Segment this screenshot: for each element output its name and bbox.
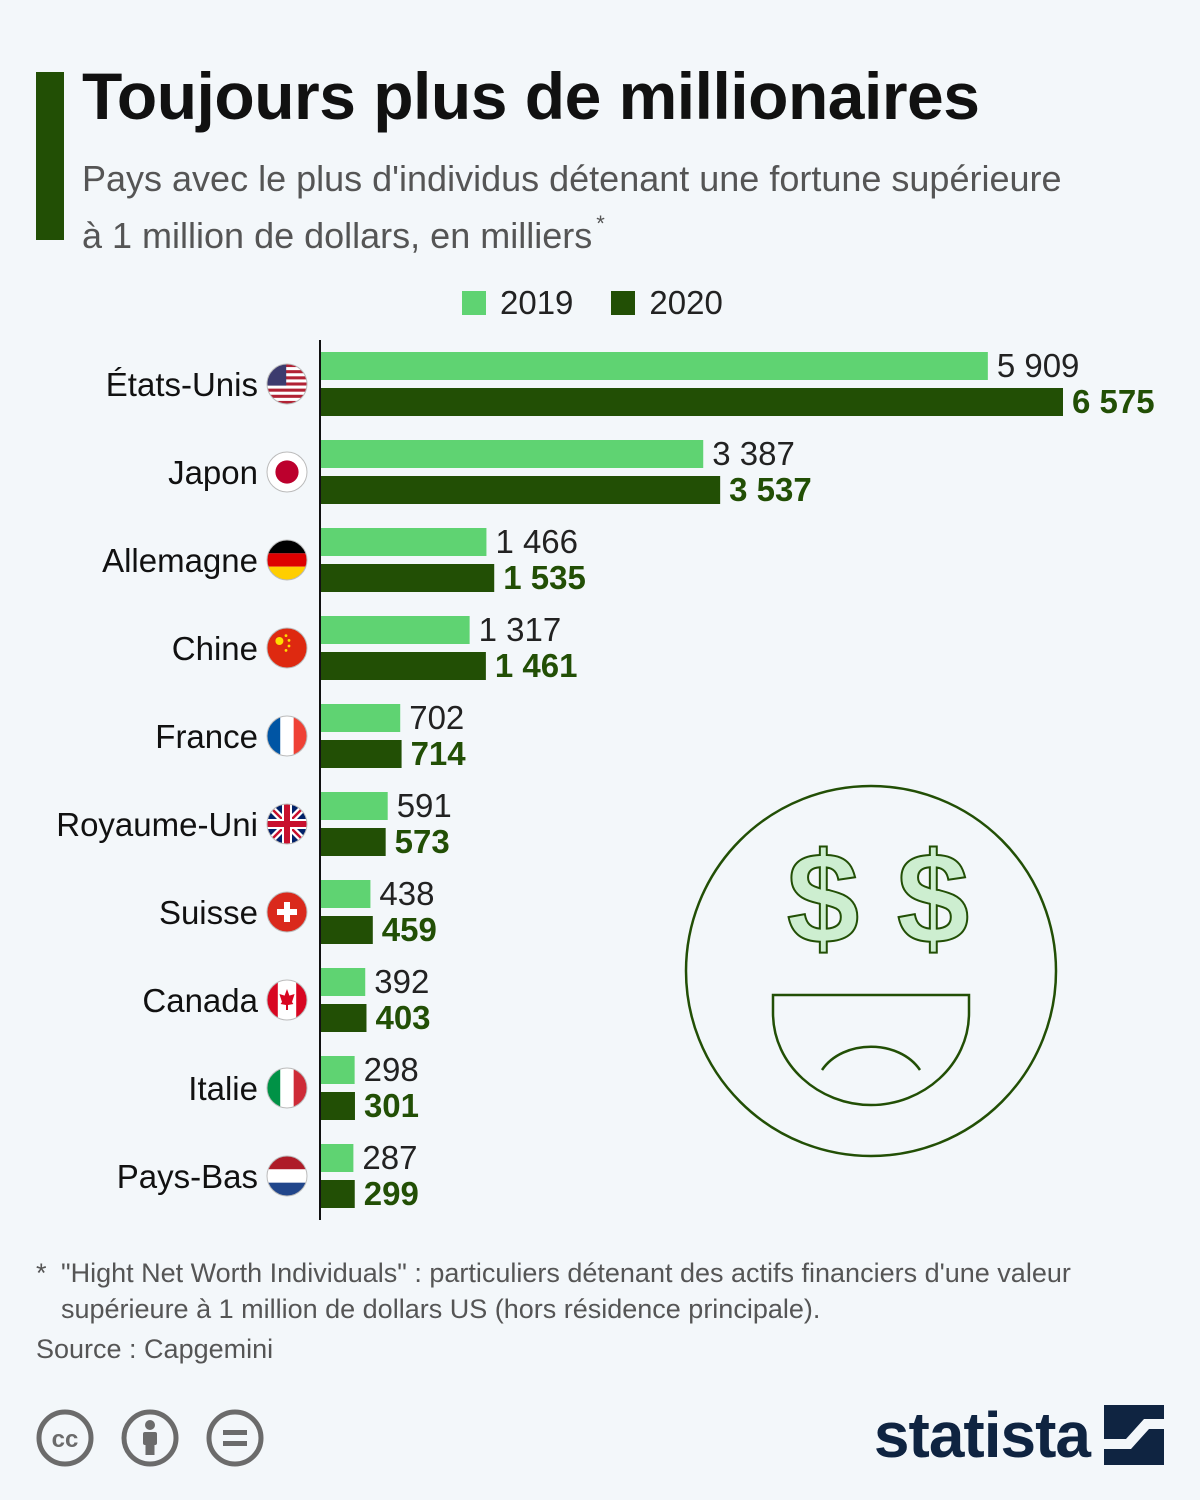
value-label-2019-row-8: 298 xyxy=(364,1051,419,1088)
by-icon[interactable] xyxy=(121,1409,179,1467)
nd-icon[interactable] xyxy=(206,1409,264,1467)
title-accent-bar xyxy=(36,72,64,240)
legend-item-2019: 2019 xyxy=(462,284,573,322)
value-label-2019-row-5: 591 xyxy=(397,787,452,824)
bar-2020-row-7 xyxy=(321,1004,367,1032)
category-label-row-5: Royaume-Uni xyxy=(56,806,258,843)
category-label-row-2: Allemagne xyxy=(102,542,258,579)
value-label-2019-row-3: 1 317 xyxy=(479,611,562,648)
legend: 2019 2020 xyxy=(462,284,723,322)
statista-logo[interactable]: statista xyxy=(874,1398,1164,1472)
category-label-row-0: États-Unis xyxy=(106,366,258,403)
value-label-2019-row-9: 287 xyxy=(362,1139,417,1176)
svg-text:cc: cc xyxy=(52,1426,79,1453)
bar-2020-row-4 xyxy=(321,740,402,768)
value-label-2020-row-2: 1 535 xyxy=(503,559,586,596)
italy-flag-icon xyxy=(266,1067,308,1109)
legend-label-2019: 2019 xyxy=(500,284,574,321)
legend-swatch-2020 xyxy=(611,291,636,315)
uk-flag-icon xyxy=(266,803,308,845)
value-label-2020-row-9: 299 xyxy=(364,1175,419,1212)
value-label-2019-row-4: 702 xyxy=(409,699,464,736)
dollar-eye-right: $ xyxy=(897,825,969,971)
chart-title: Toujours plus de millionaires xyxy=(82,59,980,133)
value-label-2020-row-7: 403 xyxy=(375,999,430,1036)
value-label-2020-row-6: 459 xyxy=(382,911,437,948)
germany-flag-icon xyxy=(266,539,308,581)
legend-item-2020: 2020 xyxy=(611,284,723,322)
value-label-2019-row-7: 392 xyxy=(374,963,429,1000)
us-flag-icon xyxy=(266,363,308,405)
statista-wordmark: statista xyxy=(873,1399,1091,1471)
license-icons: cc xyxy=(36,1409,264,1467)
bar-2020-row-9 xyxy=(321,1180,355,1208)
canada-flag-icon xyxy=(266,979,308,1021)
bar-2019-row-4 xyxy=(321,704,401,732)
subtitle-footnote-marker: * xyxy=(596,211,605,236)
value-label-2019-row-6: 438 xyxy=(379,875,434,912)
category-label-row-1: Japon xyxy=(168,454,258,491)
bar-2020-row-5 xyxy=(321,828,386,856)
value-label-2019-row-1: 3 387 xyxy=(712,435,795,472)
bar-2019-row-2 xyxy=(321,528,487,556)
france-flag-icon xyxy=(266,715,308,757)
value-label-2019-row-2: 1 466 xyxy=(495,523,578,560)
value-label-2020-row-4: 714 xyxy=(411,735,467,772)
bar-2020-row-1 xyxy=(321,476,721,504)
bar-2020-row-2 xyxy=(321,564,495,592)
netherlands-flag-icon xyxy=(266,1155,308,1197)
bar-2019-row-8 xyxy=(321,1056,355,1084)
bar-2019-row-0 xyxy=(321,352,988,380)
bar-2020-row-6 xyxy=(321,916,373,944)
legend-label-2020: 2020 xyxy=(649,284,723,321)
footnote: * "Hight Net Worth Individuals" : partic… xyxy=(36,1255,1166,1327)
dollar-eye-left: $ xyxy=(787,825,859,971)
bar-2019-row-6 xyxy=(321,880,371,908)
value-label-2020-row-3: 1 461 xyxy=(495,647,578,684)
source-note: Source : Capgemini xyxy=(36,1334,274,1364)
bar-2020-row-3 xyxy=(321,652,486,680)
bar-2019-row-5 xyxy=(321,792,388,820)
bar-2019-row-7 xyxy=(321,968,366,996)
category-label-row-6: Suisse xyxy=(159,894,258,931)
footnote-text: "Hight Net Worth Individuals" : particul… xyxy=(61,1258,1071,1324)
money-eyes-smiley-icon: $ $ xyxy=(684,784,1058,1158)
bar-2020-row-0 xyxy=(321,388,1063,416)
value-label-2019-row-0: 5 909 xyxy=(997,347,1080,384)
statista-mark-icon xyxy=(1104,1405,1164,1465)
chart-subtitle: Pays avec le plus d'individus détenant u… xyxy=(82,154,1062,260)
subtitle-text: Pays avec le plus d'individus détenant u… xyxy=(82,158,1062,256)
value-label-2020-row-8: 301 xyxy=(364,1087,419,1124)
category-label-row-3: Chine xyxy=(172,630,258,667)
value-label-2020-row-5: 573 xyxy=(395,823,450,860)
category-label-row-7: Canada xyxy=(142,982,258,1019)
japan-flag-icon xyxy=(266,451,308,493)
bar-2020-row-8 xyxy=(321,1092,355,1120)
category-label-row-9: Pays-Bas xyxy=(117,1158,258,1195)
category-label-row-8: Italie xyxy=(188,1070,258,1107)
cc-icon[interactable]: cc xyxy=(36,1409,94,1467)
bar-2019-row-3 xyxy=(321,616,470,644)
value-label-2020-row-0: 6 575 xyxy=(1072,383,1155,420)
category-label-row-4: France xyxy=(155,718,258,755)
legend-swatch-2019 xyxy=(462,291,486,315)
footnote-marker: * xyxy=(36,1258,47,1288)
bar-2019-row-1 xyxy=(321,440,704,468)
value-label-2020-row-1: 3 537 xyxy=(729,471,812,508)
china-flag-icon xyxy=(266,627,308,669)
switzerland-flag-icon xyxy=(266,891,308,933)
bar-2019-row-9 xyxy=(321,1144,354,1172)
